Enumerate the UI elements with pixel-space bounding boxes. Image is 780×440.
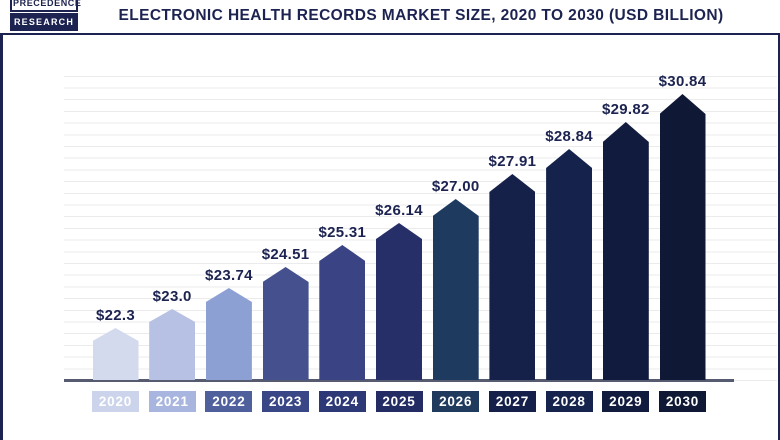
bar-value-label-2026: $27.00 [431,178,480,195]
bar-2024 [319,245,366,380]
x-tick-2022: 2022 [205,391,253,412]
bar-2022 [205,288,252,380]
bar-value-label-2028: $28.84 [545,128,593,145]
bar-value-label-2020: $22.3 [95,307,136,324]
bar-value-label-2023: $24.51 [261,246,310,263]
bar-value-label-2022: $23.74 [205,267,253,284]
x-tick-2028: 2028 [545,391,593,412]
x-tick-2029: 2029 [602,391,650,412]
x-tick-2027: 2027 [488,391,536,412]
x-tick-2025: 2025 [375,391,423,412]
bar-2027 [489,174,536,380]
bar-2023 [262,267,309,380]
x-tick-2030: 2030 [659,391,706,412]
bar-value-label-2025: $26.14 [375,202,423,219]
page-border-right [778,33,780,440]
bar-value-label-2021: $23.0 [152,288,192,305]
bar-2028 [546,149,593,380]
bar-value-label-2024: $25.31 [318,224,367,241]
chart-title: ELECTRONIC HEALTH RECORDS MARKET SIZE, 2… [118,7,724,24]
logo-line-research: RESEARCH [10,13,78,31]
header-divider [0,33,780,35]
bar-2025 [376,223,422,380]
x-tick-2020: 2020 [92,391,139,412]
x-tick-2021: 2021 [148,391,196,412]
precedence-research-logo: PRECEDENCE RESEARCH [10,0,81,31]
x-tick-2024: 2024 [318,391,366,412]
bar-value-label-2027: $27.91 [488,153,537,170]
bar-2026 [432,199,479,380]
bar-2021 [149,309,196,380]
bar-2030 [659,94,706,380]
x-axis-line [64,379,734,382]
bar-value-label-2030: $30.84 [658,73,707,90]
x-tick-2026: 2026 [432,391,480,412]
logo-line-precedence: PRECEDENCE [10,0,81,12]
x-tick-2023: 2023 [262,391,310,412]
page-border-left [0,33,3,440]
bar-2029 [602,122,649,380]
bar-value-label-2029: $29.82 [601,101,650,118]
